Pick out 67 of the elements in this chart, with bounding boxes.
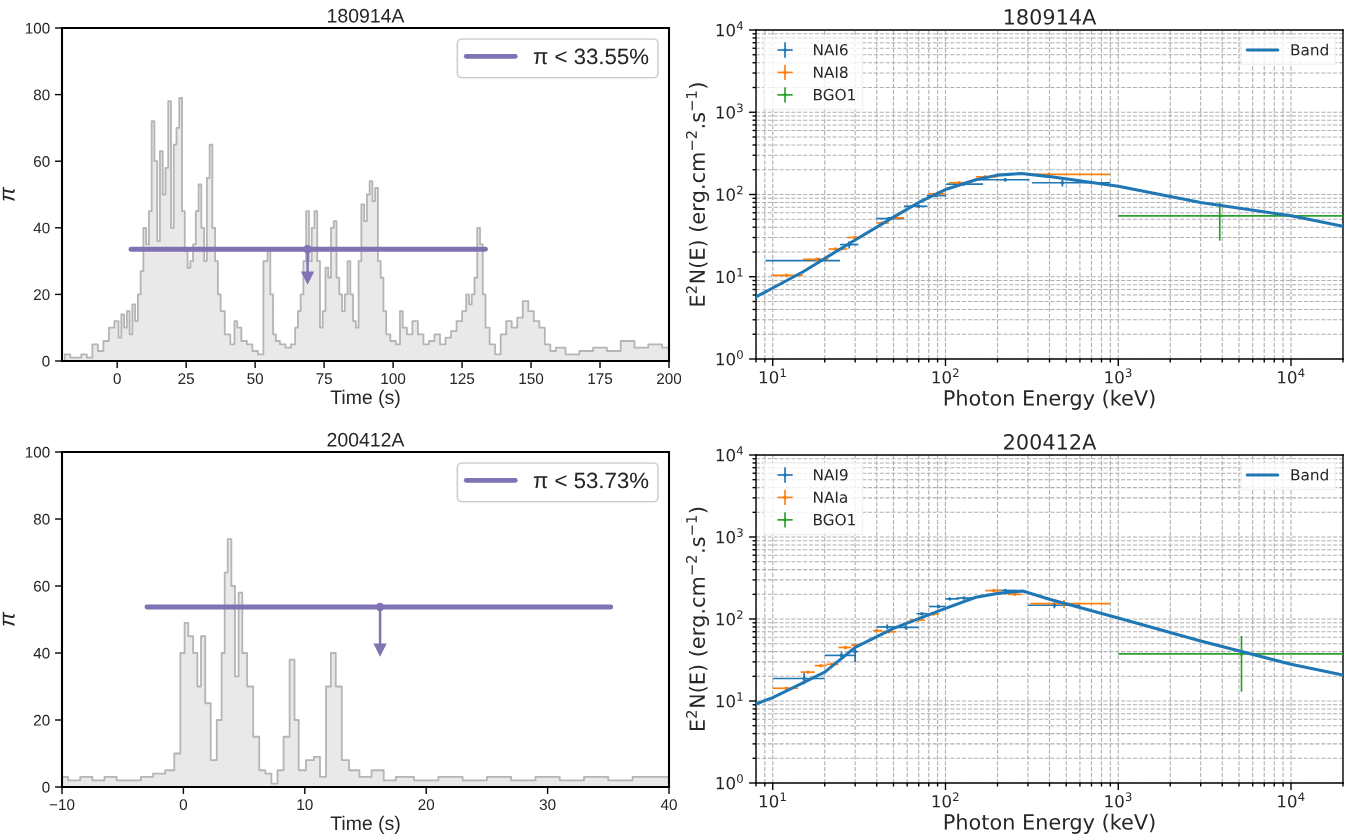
x-tick-label: 75 xyxy=(316,373,332,385)
legend-label: Band xyxy=(1291,468,1328,481)
y-axis-title: E$^{2}$N(E) (erg.cm$^{−2}$.s$^{−1}$) xyxy=(685,507,710,731)
x-axis-title: Photon Energy (keV) xyxy=(944,813,1155,834)
y-tick-label: 0 xyxy=(42,355,50,367)
x-tick-label: 10$^{3}$ xyxy=(1105,368,1132,384)
y-tick-label: 10$^{4}$ xyxy=(716,446,743,462)
y-tick-label: 0 xyxy=(42,781,50,793)
y-tick-label: 20 xyxy=(33,714,50,726)
y-tick-label: 80 xyxy=(33,89,50,101)
x-tick-label: 10$^{2}$ xyxy=(932,368,959,384)
y-axis-title: E$^{2}$N(E) (erg.cm$^{−2}$.s$^{−1}$) xyxy=(685,83,710,306)
x-tick-label: 10$^{4}$ xyxy=(1278,792,1305,808)
x-tick-label: 30 xyxy=(539,799,556,811)
x-tick-label: 175 xyxy=(588,373,613,385)
legend-label: BGO1 xyxy=(814,88,855,101)
x-tick-label: 25 xyxy=(178,373,195,385)
chart-title: 180914A xyxy=(328,8,405,23)
x-tick-label: 10 xyxy=(297,799,313,811)
y-tick-label: 10$^{1}$ xyxy=(716,692,743,708)
y-tick-label: 20 xyxy=(33,289,50,301)
y-tick-label: 60 xyxy=(33,156,50,167)
x-tick-label: 100 xyxy=(381,373,406,385)
y-tick-label: 100 xyxy=(25,446,50,458)
y-tick-label: 10$^{4}$ xyxy=(716,21,743,37)
y-tick-label: 100 xyxy=(25,22,50,34)
legend-label: π < 33.55% xyxy=(533,48,649,65)
y-tick-label: 10$^{0}$ xyxy=(716,350,743,366)
y-tick-label: 40 xyxy=(33,222,50,234)
y-tick-label: 10$^{3}$ xyxy=(716,103,743,119)
y-tick-label: 10$^{2}$ xyxy=(716,610,743,626)
x-tick-label: 50 xyxy=(247,373,264,385)
y-axis-title: π xyxy=(2,611,15,626)
legend-label: π < 53.73% xyxy=(533,472,649,489)
x-tick-label: 150 xyxy=(519,373,544,385)
legend-label: NAI8 xyxy=(814,66,848,78)
x-tick-label: 20 xyxy=(418,799,435,811)
x-tick-label: 125 xyxy=(450,373,475,385)
x-tick-label: 0 xyxy=(113,373,121,385)
x-axis-title: Photon Energy (keV) xyxy=(944,389,1155,410)
legend-label: BGO1 xyxy=(814,513,855,526)
x-tick-label: 10$^{4}$ xyxy=(1278,368,1305,384)
legend-label: NAI9 xyxy=(814,469,848,481)
x-tick-label: 200 xyxy=(657,373,682,385)
y-tick-label: 10$^{2}$ xyxy=(716,185,743,201)
x-tick-label: 10$^{2}$ xyxy=(932,792,959,808)
x-tick-label: 40 xyxy=(660,799,677,811)
chart-title: 180914A xyxy=(1004,8,1097,25)
x-tick-label: 10$^{1}$ xyxy=(759,792,786,808)
x-tick-label: 10$^{1}$ xyxy=(759,368,786,384)
y-tick-label: 10$^{3}$ xyxy=(716,528,743,544)
x-tick-label: 10$^{3}$ xyxy=(1105,792,1132,808)
y-tick-label: 80 xyxy=(33,513,50,525)
y-axis-title: π xyxy=(2,186,15,201)
x-tick-label: −10 xyxy=(49,799,75,811)
legend-label: NAI6 xyxy=(814,44,848,56)
y-tick-label: 10$^{0}$ xyxy=(716,774,743,790)
y-tick-label: 40 xyxy=(33,647,50,659)
legend-label: Band xyxy=(1291,43,1328,56)
x-axis-title: Time (s) xyxy=(330,815,400,834)
chart-title: 200412A xyxy=(327,432,405,447)
y-tick-label: 10$^{1}$ xyxy=(716,268,743,284)
x-tick-label: 0 xyxy=(179,799,188,811)
legend-label: NAIa xyxy=(814,491,847,503)
x-axis-title: Time (s) xyxy=(330,389,400,408)
y-tick-label: 60 xyxy=(33,580,50,592)
chart-title: 200412A xyxy=(1004,433,1097,450)
